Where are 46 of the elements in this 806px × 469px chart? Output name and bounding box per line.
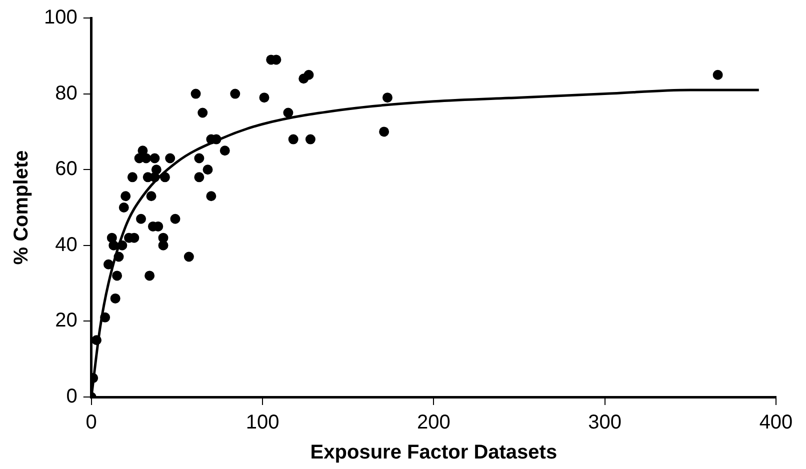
x-tick-label: 400 [759, 412, 793, 434]
point [379, 126, 390, 137]
point [127, 172, 138, 182]
point [712, 70, 723, 80]
y-axis-title: % Complete [10, 150, 33, 265]
point [146, 191, 156, 202]
point [136, 214, 146, 224]
point [151, 164, 162, 175]
x-tick-label: 100 [246, 412, 280, 434]
point [158, 232, 168, 243]
point [170, 214, 180, 224]
point [190, 88, 201, 99]
y-tick-label: 0 [66, 386, 78, 408]
point [112, 270, 122, 281]
y-tick-label: 80 [55, 82, 78, 104]
point [305, 134, 316, 144]
point [206, 191, 216, 202]
point [108, 240, 119, 250]
y-tick-label: 40 [55, 234, 78, 256]
x-tick-label: 0 [86, 412, 97, 434]
point [150, 153, 160, 164]
point [194, 172, 204, 182]
x-tick-label: 300 [588, 412, 622, 434]
point [184, 252, 194, 262]
point [382, 92, 392, 103]
point [118, 202, 129, 212]
point [283, 108, 294, 118]
x-axis-title: Exposure Factor Datasets [310, 442, 558, 464]
point [144, 270, 155, 281]
point [220, 146, 230, 156]
point [138, 146, 148, 156]
y-tick-label: 60 [55, 158, 78, 180]
point [110, 293, 120, 304]
point [194, 153, 204, 164]
point [198, 108, 208, 118]
point [304, 70, 314, 80]
point [141, 153, 152, 164]
point [230, 88, 240, 99]
point [120, 191, 131, 202]
x-tick-label: 200 [416, 412, 450, 434]
point [202, 164, 213, 175]
y-tick-label: 100 [44, 6, 78, 29]
point [165, 153, 176, 164]
point [288, 134, 298, 144]
y-tick-label: 20 [55, 310, 78, 332]
point [259, 92, 270, 103]
